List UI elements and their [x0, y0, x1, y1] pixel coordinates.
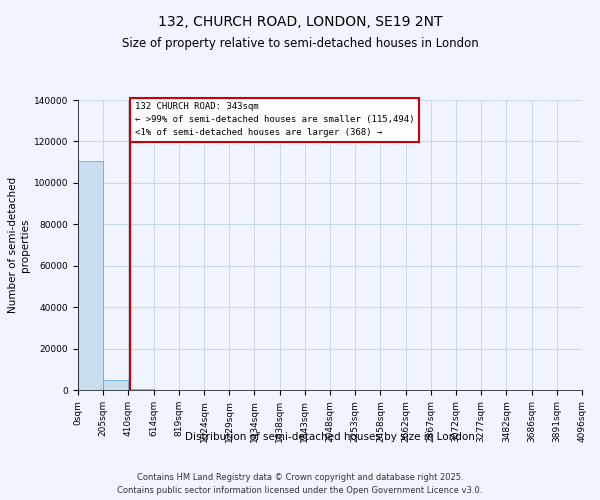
Text: Contains HM Land Registry data © Crown copyright and database right 2025.
Contai: Contains HM Land Registry data © Crown c… [118, 474, 482, 495]
Bar [103, 380, 128, 390]
Text: Size of property relative to semi-detached houses in London: Size of property relative to semi-detach… [122, 38, 478, 51]
Text: 132 CHURCH ROAD: 343sqm
← >99% of semi-detached houses are smaller (115,494)
<1%: 132 CHURCH ROAD: 343sqm ← >99% of semi-d… [134, 102, 414, 138]
Text: 132, CHURCH ROAD, LONDON, SE19 2NT: 132, CHURCH ROAD, LONDON, SE19 2NT [158, 15, 442, 29]
Text: Distribution of semi-detached houses by size in London: Distribution of semi-detached houses by … [185, 432, 475, 442]
Y-axis label: Number of semi-detached
properties: Number of semi-detached properties [8, 177, 29, 313]
Bar [78, 161, 103, 390]
